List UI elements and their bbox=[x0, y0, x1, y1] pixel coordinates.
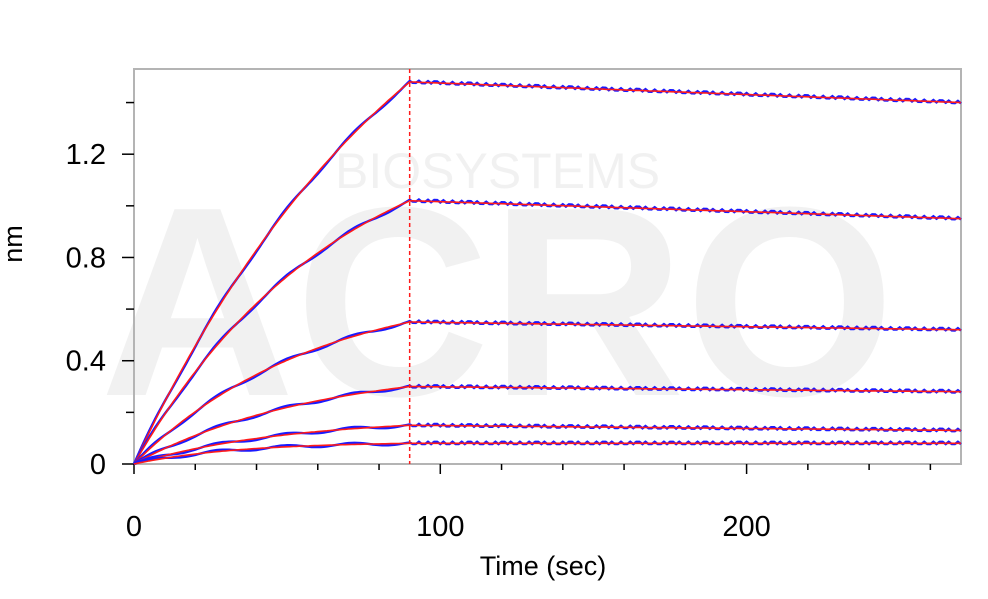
x-tick-label: 200 bbox=[722, 511, 770, 543]
y-tick-label: 0.8 bbox=[66, 242, 106, 274]
tick-labels: 0 100 200 0 0.4 0.8 1.2 bbox=[66, 139, 771, 543]
fit-curve-3 bbox=[133, 321, 962, 465]
fit-curve-2 bbox=[133, 199, 962, 465]
fit-curve-6 bbox=[133, 442, 961, 465]
x-tick-label: 0 bbox=[126, 511, 142, 543]
y-tick-label: 0.4 bbox=[66, 346, 106, 378]
axis-ticks bbox=[122, 101, 932, 474]
fit-curve-4 bbox=[133, 385, 961, 465]
watermark-brand-text: BIOSYSTEMS bbox=[335, 143, 660, 199]
y-tick-label: 0 bbox=[90, 449, 106, 481]
series-layer bbox=[132, 79, 962, 466]
fit-curve-1 bbox=[133, 81, 962, 465]
y-tick-label: 1.2 bbox=[66, 139, 106, 171]
fit-curve-5 bbox=[133, 424, 961, 465]
x-axis-title: Time (sec) bbox=[480, 551, 607, 581]
plot-frame bbox=[133, 68, 962, 465]
y-axis-title: nm bbox=[0, 225, 28, 263]
x-tick-label: 100 bbox=[416, 511, 464, 543]
watermark-logo: ACRO BIOSYSTEMS bbox=[100, 143, 895, 453]
